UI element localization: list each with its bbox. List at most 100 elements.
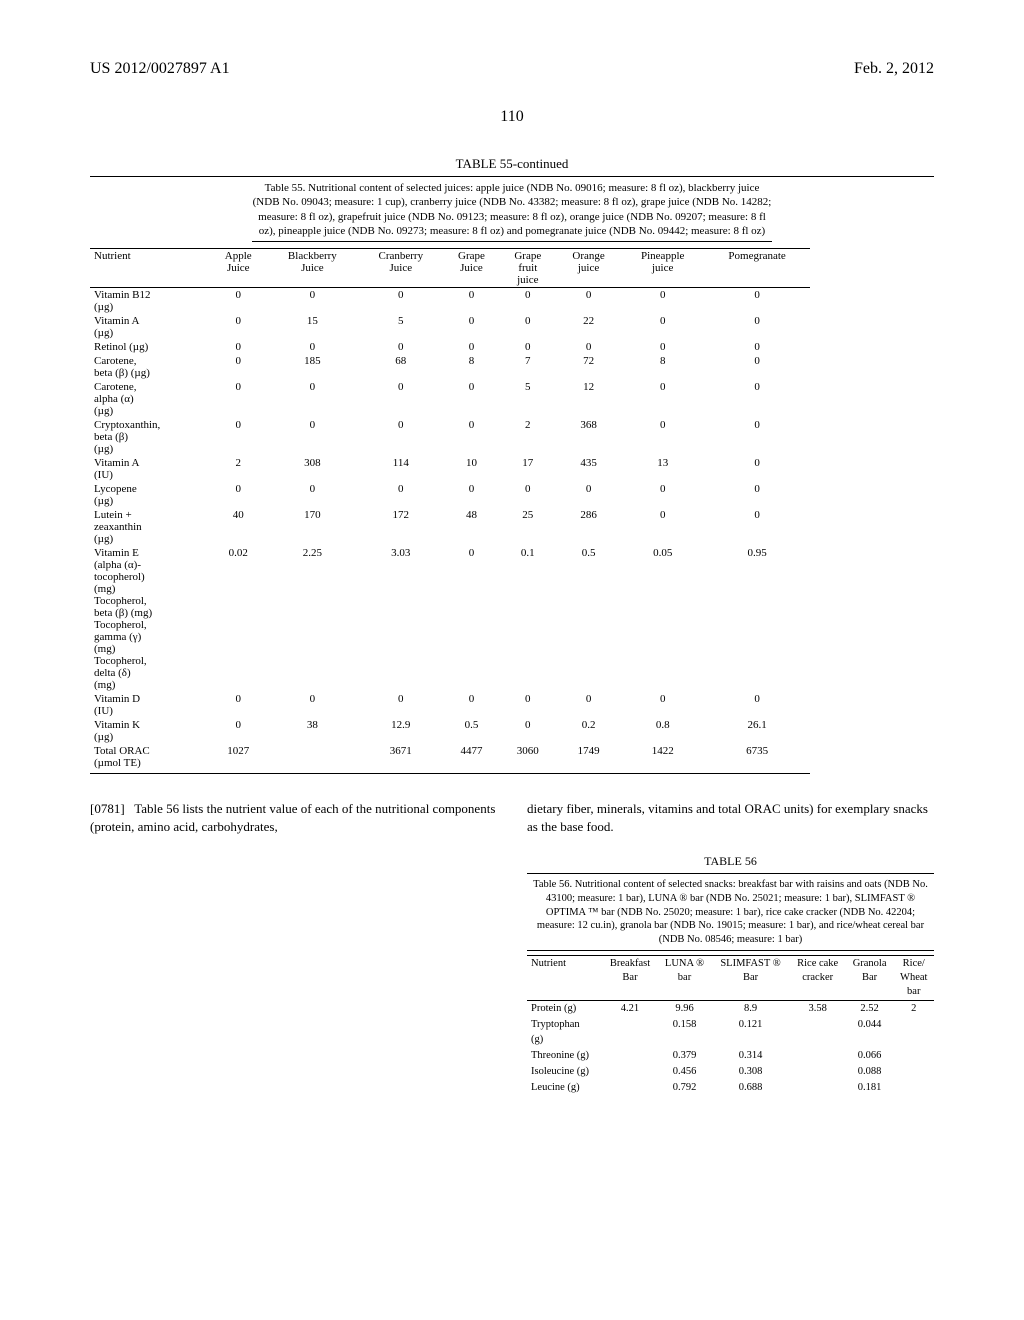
- table55-caption: Table 55. Nutritional content of selecte…: [252, 181, 772, 242]
- table55-row-label: Carotene, alpha (α) (µg): [90, 380, 210, 418]
- table55-cell: 40: [210, 508, 266, 546]
- table55-cell: 114: [358, 456, 443, 482]
- table55-cell: 48: [443, 508, 499, 546]
- table56-cell: [894, 1017, 935, 1047]
- table55-cell: 0: [266, 340, 358, 354]
- table56-cell: [790, 1080, 846, 1096]
- table55-cell: 0.8: [621, 718, 704, 744]
- table55-cell: 0: [358, 418, 443, 456]
- table55-cell: 0: [443, 380, 499, 418]
- table56-cell: [894, 1064, 935, 1080]
- para-right: dietary fiber, minerals, vitamins and to…: [527, 801, 928, 834]
- table55-cell: 0: [500, 482, 556, 508]
- table55-cell: 4477: [443, 744, 499, 774]
- table55-row-label: Lycopene (µg): [90, 482, 210, 508]
- table55-cell: 7: [500, 354, 556, 380]
- table55-header: Grape Juice: [443, 249, 499, 288]
- table55-row-label: Vitamin E (alpha (α)- tocopherol) (mg) T…: [90, 546, 210, 692]
- table55-cell: 0.1: [500, 546, 556, 692]
- table55-cell: 0: [500, 692, 556, 718]
- table56-cell: [790, 1017, 846, 1047]
- table55-cell: 0: [210, 354, 266, 380]
- table55-cell: 0: [358, 482, 443, 508]
- table55-cell: 0: [621, 340, 704, 354]
- table56-cell: [790, 1064, 846, 1080]
- table55-cell: 0: [266, 692, 358, 718]
- table55-cell: 0.5: [443, 718, 499, 744]
- table55: NutrientApple JuiceBlackberry JuiceCranb…: [90, 248, 810, 774]
- table55-cell: 0: [443, 340, 499, 354]
- table56-header: Rice cake cracker: [790, 955, 846, 1001]
- table55-cell: 0: [210, 340, 266, 354]
- table55-cell: 8: [443, 354, 499, 380]
- table56-header: Breakfast Bar: [602, 955, 657, 1001]
- table56-cell: [790, 1048, 846, 1064]
- table55-cell: 0.95: [704, 546, 810, 692]
- table55-cell: 3060: [500, 744, 556, 774]
- table55-header: Orange juice: [556, 249, 621, 288]
- table56-caption: Table 56. Nutritional content of selecte…: [527, 873, 934, 950]
- table56: NutrientBreakfast BarLUNA ® barSLIMFAST …: [527, 955, 934, 1097]
- table55-cell: 0: [704, 314, 810, 340]
- table55-cell: 0.5: [556, 546, 621, 692]
- table56-row-label: Threonine (g): [527, 1048, 602, 1064]
- table55-cell: 13: [621, 456, 704, 482]
- table55-cell: 0: [500, 314, 556, 340]
- table55-cell: 0: [704, 508, 810, 546]
- table55-cell: 68: [358, 354, 443, 380]
- table56-cell: 0.121: [711, 1017, 789, 1047]
- table55-cell: 0: [556, 692, 621, 718]
- table55-cell: 1027: [210, 744, 266, 774]
- table55-cell: 26.1: [704, 718, 810, 744]
- table55-cell: 15: [266, 314, 358, 340]
- table55-cell: 0: [704, 482, 810, 508]
- table55-cell: 0: [556, 340, 621, 354]
- table55-cell: 286: [556, 508, 621, 546]
- table55-cell: 0: [556, 482, 621, 508]
- table56-row-label: Tryptophan (g): [527, 1017, 602, 1047]
- table56-cell: 2.52: [846, 1001, 894, 1018]
- table55-cell: 0: [556, 288, 621, 315]
- table56-cell: 2: [894, 1001, 935, 1018]
- table55-cell: 10: [443, 456, 499, 482]
- table55-cell: 2.25: [266, 546, 358, 692]
- table55-cell: 0: [621, 380, 704, 418]
- table55-header: Apple Juice: [210, 249, 266, 288]
- table56-cell: 0.066: [846, 1048, 894, 1064]
- table56-title: TABLE 56: [527, 853, 934, 869]
- table55-cell: 0: [443, 314, 499, 340]
- table55-cell: 0: [266, 482, 358, 508]
- table56-header: Nutrient: [527, 955, 602, 1001]
- table55-cell: 0: [621, 692, 704, 718]
- table56-cell: 0.456: [658, 1064, 712, 1080]
- table56-cell: 0.308: [711, 1064, 789, 1080]
- table56-cell: [894, 1080, 935, 1096]
- table55-cell: 0: [266, 380, 358, 418]
- table55-cell: 172: [358, 508, 443, 546]
- table56-header: SLIMFAST ® Bar: [711, 955, 789, 1001]
- table56-header: Granola Bar: [846, 955, 894, 1001]
- table56-cell: 0.158: [658, 1017, 712, 1047]
- table56-cell: 0.379: [658, 1048, 712, 1064]
- table56-cell: 4.21: [602, 1001, 657, 1018]
- table55-cell: 3671: [358, 744, 443, 774]
- table55-cell: 0: [443, 692, 499, 718]
- table55-cell: 0: [266, 418, 358, 456]
- table55-row-label: Carotene, beta (β) (µg): [90, 354, 210, 380]
- table55-row-label: Vitamin D (IU): [90, 692, 210, 718]
- table55-cell: 170: [266, 508, 358, 546]
- para-left: Table 56 lists the nutrient value of eac…: [90, 801, 495, 834]
- table55-cell: 2: [210, 456, 266, 482]
- table56-cell: 0.088: [846, 1064, 894, 1080]
- table55-header: Pomegranate: [704, 249, 810, 288]
- table56-header: LUNA ® bar: [658, 955, 712, 1001]
- table56-cell: [602, 1080, 657, 1096]
- table55-cell: 308: [266, 456, 358, 482]
- publication-date: Feb. 2, 2012: [854, 60, 934, 78]
- table55-cell: 0: [500, 718, 556, 744]
- table56-cell: 0.688: [711, 1080, 789, 1096]
- table55-cell: 0: [621, 288, 704, 315]
- table56-cell: 0.314: [711, 1048, 789, 1064]
- table55-cell: 0: [443, 418, 499, 456]
- table55-cell: 185: [266, 354, 358, 380]
